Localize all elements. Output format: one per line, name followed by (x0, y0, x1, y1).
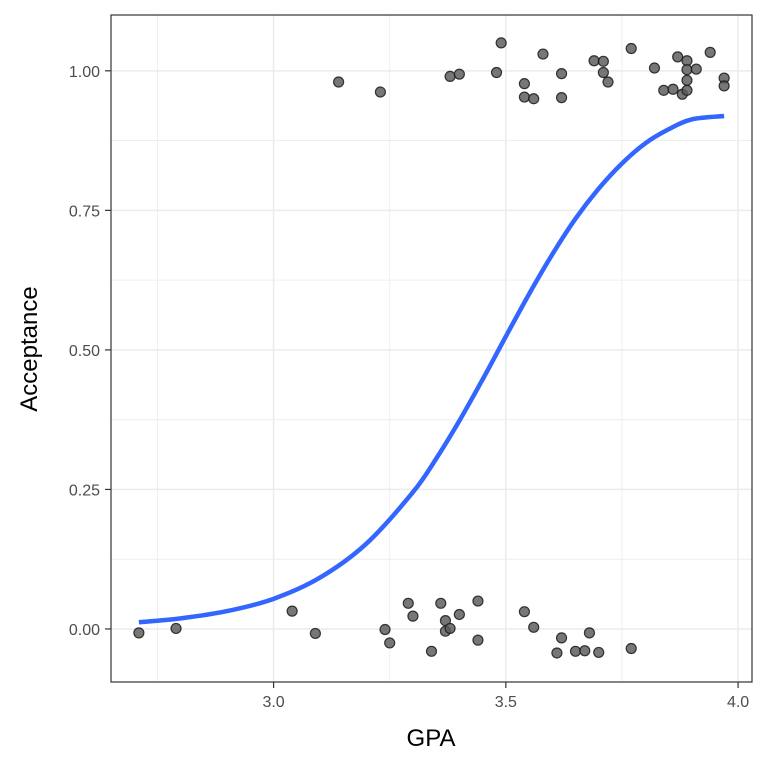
x-tick-label-0: 3.0 (262, 694, 284, 711)
data-point-48 (551, 647, 563, 659)
data-point-31 (170, 622, 182, 635)
logistic-fit-curve (138, 113, 725, 625)
data-point-39 (435, 597, 447, 609)
data-point-1 (374, 86, 387, 98)
y-tick-label-4: 1.00 (69, 64, 100, 81)
data-point-45 (472, 634, 484, 646)
data-point-10 (555, 68, 568, 80)
data-point-11 (555, 92, 568, 104)
data-point-24 (681, 74, 693, 86)
data-point-53 (593, 646, 605, 659)
y-tick-label-2: 0.50 (69, 343, 100, 360)
x-axis-title: GPA (407, 725, 456, 752)
data-point-25 (681, 84, 693, 96)
data-point-27 (704, 46, 716, 58)
data-point-6 (518, 78, 530, 90)
data-point-43 (453, 608, 465, 621)
minor-gridlines (111, 15, 752, 682)
data-point-20 (672, 51, 684, 63)
data-point-46 (518, 606, 530, 618)
data-point-2 (444, 70, 456, 82)
data-point-42 (444, 622, 456, 635)
data-point-16 (625, 42, 637, 55)
data-point-54 (625, 642, 637, 655)
data-point-23 (681, 64, 693, 76)
data-point-9 (537, 48, 549, 60)
data-point-19 (667, 83, 679, 95)
data-point-8 (528, 93, 540, 105)
data-point-4 (490, 66, 503, 79)
y-axis-title: Acceptance (16, 286, 43, 411)
data-point-17 (648, 62, 661, 74)
major-gridlines (111, 15, 752, 682)
y-axis-ticks: 0.00 0.25 0.50 0.75 1.00 (69, 64, 111, 639)
data-point-5 (495, 37, 507, 49)
data-point-18 (658, 84, 670, 96)
data-point-33 (309, 627, 321, 640)
data-point-49 (555, 632, 568, 644)
data-point-34 (379, 623, 391, 636)
data-point-47 (528, 621, 540, 633)
data-point-51 (579, 645, 591, 657)
y-tick-label-1: 0.25 (69, 482, 100, 499)
data-point-3 (453, 68, 465, 80)
data-point-15 (602, 76, 614, 88)
data-point-32 (286, 605, 298, 617)
y-tick-label-3: 0.75 (69, 203, 100, 220)
data-point-29 (718, 80, 730, 92)
data-point-52 (583, 627, 596, 639)
data-point-14 (597, 66, 609, 79)
data-point-0 (333, 76, 345, 88)
scatter-points (133, 37, 730, 659)
y-tick-label-0: 0.00 (69, 622, 100, 639)
x-tick-label-1: 3.5 (495, 694, 517, 711)
data-point-38 (425, 645, 438, 657)
data-point-26 (690, 63, 702, 75)
data-point-13 (597, 55, 609, 67)
data-point-30 (133, 627, 145, 639)
data-point-50 (569, 645, 582, 657)
data-point-36 (402, 597, 414, 609)
panel-border (110, 14, 753, 683)
data-point-44 (472, 595, 484, 607)
data-point-35 (384, 637, 396, 649)
data-point-12 (588, 55, 600, 67)
data-point-7 (518, 91, 530, 103)
x-tick-label-2: 4.0 (727, 694, 749, 711)
x-axis-ticks: 3.0 3.5 4.0 (262, 682, 749, 711)
data-point-37 (407, 610, 419, 622)
